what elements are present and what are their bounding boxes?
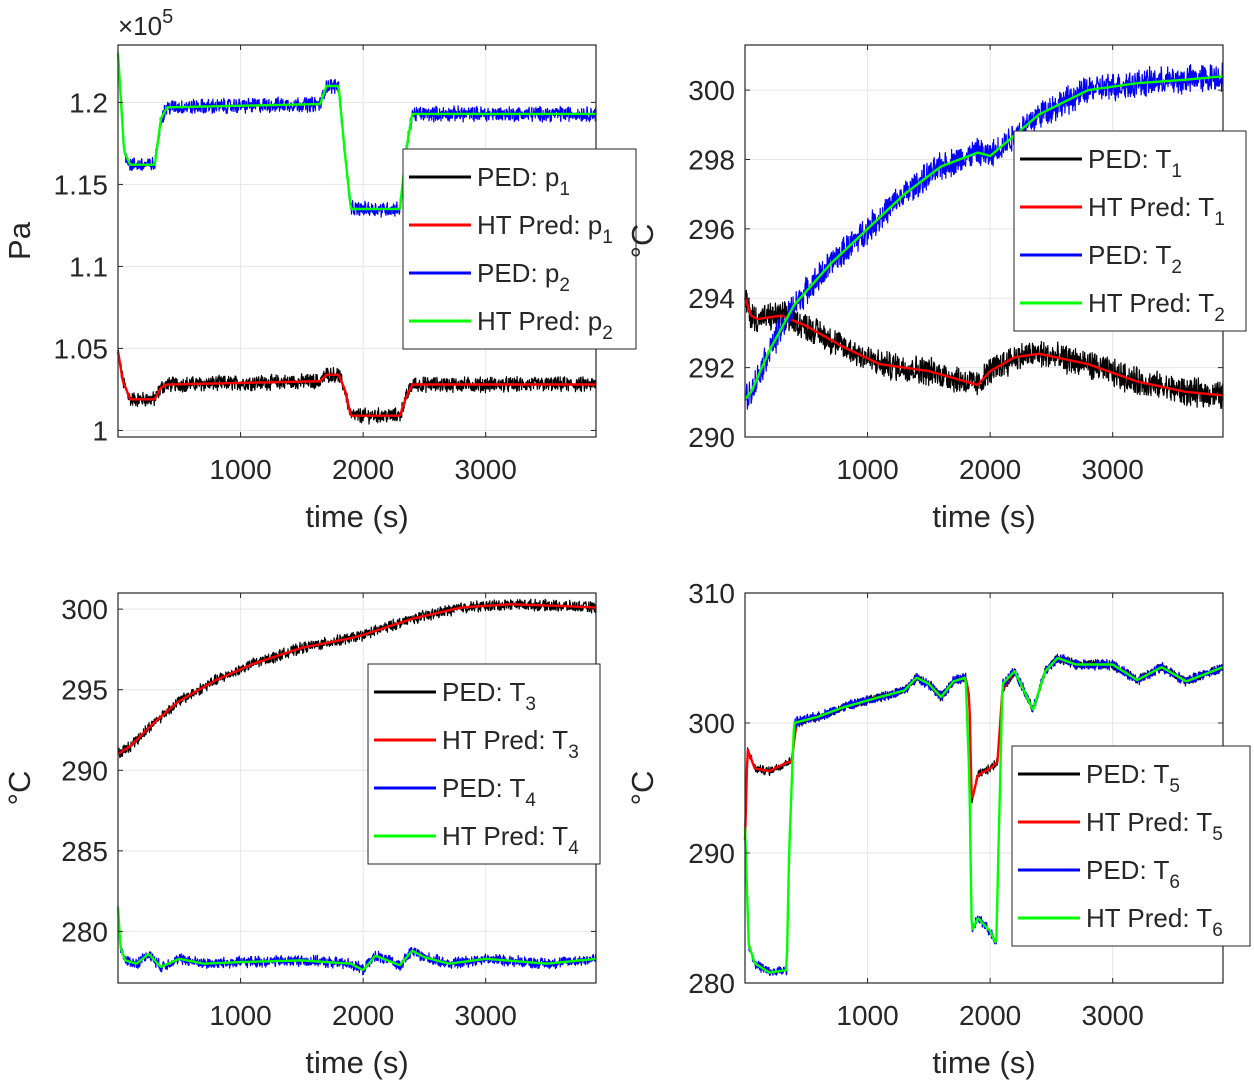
panel-4: 1000 2000 3000 280 290 300 310 time (s) °C PED: T… [625,578,1251,1080]
y-tick-label: 294 [688,283,735,314]
legend-entry: HT Pred: T3 [442,725,579,763]
x-tick-label: 1000 [836,1000,898,1031]
panel-2: 1000 2000 3000 290 292 294 296 298 300 time (s) °C… [625,44,1247,534]
series-line-4 [116,53,597,211]
y-tick-label: 300 [61,594,108,625]
y-axis-label: °C [2,771,37,806]
legend-entry: PED: p2 [477,258,570,296]
legend: PED: T1 HT Pred: T1 PED: T2 HT Pred: T2 [1013,130,1247,332]
exponent-label: ×105 [118,6,173,41]
x-tick-label: 3000 [1082,1000,1144,1031]
panel-1: 1000 2000 3000 1 1.05 1.1 1.15 1.2 time (s) Pa ×10… [2,6,637,534]
y-tick-label: 292 [688,353,735,384]
y-tick-label: 310 [688,578,735,609]
legend-entry: PED: T2 [1088,240,1182,278]
series-line-2 [743,297,1224,397]
panel-3: 1000 2000 3000 280 285 290 295 300 time (s) °C PED… [2,592,601,1080]
x-tick-label: 2000 [959,454,1021,485]
legend-box [1013,130,1247,332]
legend-entry: PED: T4 [442,773,536,811]
y-tick-label: 296 [688,214,735,245]
y-axis-label: °C [625,224,660,259]
y-tick-label: 1.05 [54,333,109,364]
series-line-3 [117,905,597,976]
series-line-4 [116,907,597,972]
legend: PED: T3 HT Pred: T3 PED: T4 HT Pred: T4 [367,663,601,865]
x-axis-label: time (s) [932,499,1035,534]
x-tick-label: 3000 [455,454,517,485]
y-tick-label: 280 [688,968,735,999]
legend-entry: HT Pred: T5 [1086,807,1223,845]
y-axis-label: Pa [2,221,37,260]
legend-entry: HT Pred: T6 [1086,903,1223,941]
y-tick-label: 300 [688,75,735,106]
legend-box [367,663,601,865]
y-tick-label: 300 [688,708,735,739]
x-tick-label: 2000 [332,1000,394,1031]
legend-entry: PED: p1 [477,162,570,200]
legend-entry: HT Pred: T2 [1088,288,1225,326]
legend-box [1011,745,1251,947]
series-line-1 [117,349,597,425]
legend: PED: T5 HT Pred: T5 PED: T6 HT Pred: T6 [1011,745,1251,947]
legend-box [402,148,637,350]
x-axis-label: time (s) [305,1045,408,1080]
y-tick-label: 1.2 [69,87,108,118]
x-tick-label: 3000 [1082,454,1144,485]
series-line-2 [117,603,597,756]
x-tick-label: 1000 [209,454,271,485]
y-tick-label: 298 [688,144,735,175]
legend-entry: HT Pred: p2 [477,306,613,344]
series-line-2 [116,351,597,417]
legend-entry: PED: T5 [1086,759,1180,797]
y-axis-label: °C [625,771,660,806]
legend-entry: PED: T1 [1088,144,1182,182]
x-axis-label: time (s) [932,1045,1035,1080]
x-tick-label: 1000 [209,1000,271,1031]
x-axis-label: time (s) [305,499,408,534]
series-line-4 [744,75,1224,400]
y-tick-label: 290 [61,755,108,786]
legend-entry: PED: T6 [1086,855,1180,893]
legend-entry: HT Pred: T4 [442,821,579,859]
x-tick-label: 2000 [332,454,394,485]
legend-entry: HT Pred: p1 [477,210,613,248]
y-tick-label: 280 [61,916,108,947]
y-tick-label: 295 [61,675,108,706]
y-tick-label: 1.15 [54,169,109,200]
series-line-4 [743,656,1224,974]
y-tick-label: 290 [688,838,735,869]
legend: PED: p1 HT Pred: p1 PED: p2 HT Pred: p2 [402,148,637,350]
x-tick-label: 1000 [836,454,898,485]
y-tick-label: 1 [92,415,108,446]
y-tick-label: 290 [688,422,735,453]
legend-entry: PED: T3 [442,677,536,715]
x-tick-label: 2000 [959,1000,1021,1031]
legend-entry: HT Pred: T1 [1088,192,1225,230]
y-tick-label: 1.1 [69,251,108,282]
y-tick-label: 285 [61,836,108,867]
x-tick-label: 3000 [455,1000,517,1031]
